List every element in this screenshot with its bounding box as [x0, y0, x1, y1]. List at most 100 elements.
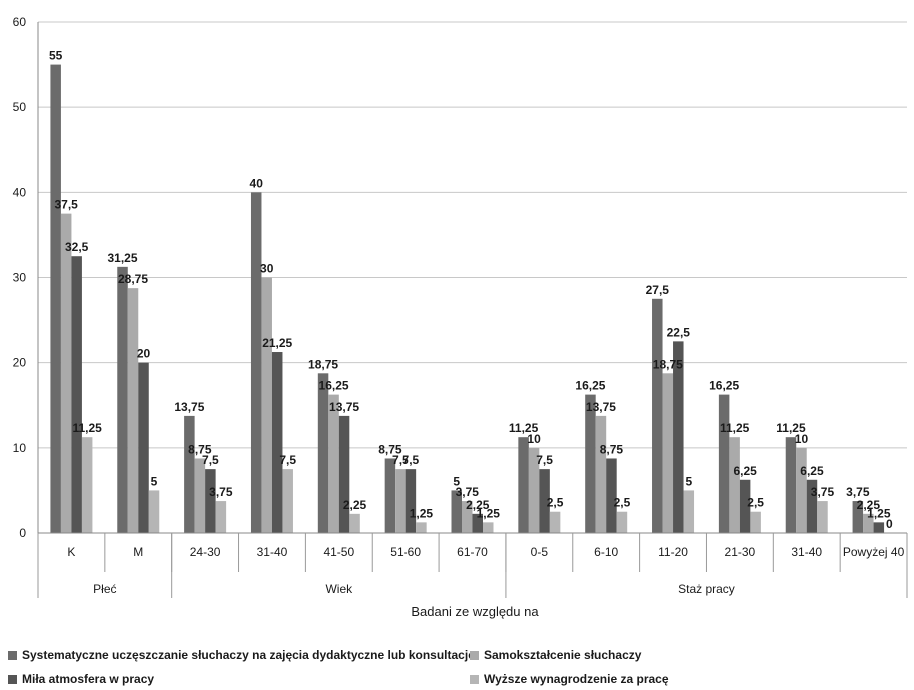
data-label: 2,25: [343, 498, 367, 512]
data-label: 1,25: [867, 506, 891, 520]
category-label: 31-40: [257, 545, 288, 559]
data-label: 27,5: [646, 283, 670, 297]
bar: [662, 373, 674, 533]
category-label: 24-30: [190, 545, 221, 559]
legend-label-1: Systematyczne uczęszczanie słuchaczy na …: [22, 648, 475, 662]
legend-label-2: Samokształcenie słuchaczy: [484, 648, 642, 662]
x-axis: K M 24-30 31-40 41-50 51-60 61-70 0-5 6-10 11-20 2…: [37, 22, 908, 598]
bar: [317, 373, 329, 533]
y-tick-label: 30: [13, 271, 27, 285]
legend-item-series-4: Wyższe wynagrodzenie za pracę: [470, 672, 669, 686]
bar: [138, 362, 149, 533]
bar: [518, 437, 529, 533]
data-label: 10: [795, 432, 809, 446]
bar: [616, 511, 628, 533]
category-label: 6-10: [594, 545, 618, 559]
y-tick-label: 60: [13, 15, 27, 29]
data-label: 3,75: [456, 485, 480, 499]
category-label: 21-30: [725, 545, 756, 559]
bar: [817, 501, 828, 533]
data-label: 11,25: [776, 421, 806, 435]
data-label: 11,25: [72, 421, 102, 435]
bar: [673, 341, 684, 533]
category-label: Powyżej 40: [843, 545, 905, 559]
y-axis-ticks: 0 10 20 30 40 50 60: [13, 15, 27, 540]
data-label: 5: [151, 474, 158, 488]
bar: [750, 511, 761, 533]
bar: [148, 490, 160, 533]
data-label: 2,5: [747, 496, 764, 510]
data-label: 2,25: [857, 498, 881, 512]
data-label: 13,75: [586, 400, 616, 414]
data-label: 21,25: [262, 336, 292, 350]
bar: [729, 437, 740, 533]
bar: [718, 394, 730, 533]
y-tick-label: 50: [13, 100, 27, 114]
data-label: 31,25: [108, 251, 138, 265]
category-label: 31-40: [791, 545, 822, 559]
category-label: 0-5: [531, 545, 549, 559]
data-label: 18,75: [308, 357, 338, 371]
bar: [539, 469, 550, 533]
data-label: 30: [260, 262, 274, 276]
bar: [873, 522, 885, 533]
bar: [60, 213, 72, 533]
data-label: 7,5: [202, 453, 219, 467]
bar: [405, 469, 417, 533]
bar: [852, 501, 864, 533]
bar: [194, 458, 206, 533]
legend-label-3: Miła atmosfera w pracy: [22, 672, 155, 686]
data-label: 20: [137, 347, 151, 361]
bar: [271, 352, 283, 533]
data-label: 6,25: [733, 464, 757, 478]
data-label: 37,5: [54, 198, 78, 212]
bar: [282, 469, 293, 533]
legend-swatch-4: [470, 674, 479, 684]
data-label: 11,25: [509, 421, 539, 435]
bar: [127, 288, 139, 533]
legend-item-series-1: Systematyczne uczęszczanie słuchaczy na …: [8, 648, 475, 662]
bar: [395, 469, 406, 533]
legend-label-4: Wyższe wynagrodzenie za pracę: [484, 672, 669, 686]
data-label: 5: [453, 474, 460, 488]
data-label: 10: [527, 432, 541, 446]
data-label: 5: [685, 474, 692, 488]
category-label: 61-70: [457, 545, 488, 559]
data-label: 18,75: [653, 357, 683, 371]
data-label: 8,75: [600, 442, 624, 456]
x-axis-title: Badani ze względu na: [411, 604, 539, 619]
data-label: 13,75: [329, 400, 359, 414]
data-label: 7,5: [279, 453, 296, 467]
category-label: 11-20: [658, 545, 688, 559]
bar: [528, 447, 540, 533]
bar: [205, 469, 216, 533]
data-label: 7,5: [403, 453, 420, 467]
bar: [683, 490, 695, 533]
data-label: 3,75: [811, 485, 835, 499]
bar: [549, 511, 561, 533]
legend-swatch-1: [8, 650, 17, 660]
bar: [261, 277, 272, 533]
group-label: Płeć: [93, 582, 116, 596]
bar: [384, 458, 396, 533]
data-label: 3,75: [846, 485, 870, 499]
group-label: Staż pracy: [678, 582, 735, 596]
bar: [451, 490, 462, 533]
data-label: 16,25: [319, 379, 349, 393]
category-label: M: [133, 545, 143, 559]
data-label: 1,25: [477, 506, 501, 520]
bar: [81, 437, 93, 533]
y-tick-label: 10: [13, 441, 27, 455]
data-label: 28,75: [118, 272, 148, 286]
bar: [71, 256, 82, 533]
y-tick-label: 40: [13, 185, 27, 199]
legend-item-series-3: Miła atmosfera w pracy: [8, 672, 154, 686]
legend-swatch-2: [470, 650, 479, 660]
bar: [117, 266, 128, 533]
data-label: 2,25: [466, 498, 490, 512]
category-label: 41-50: [323, 545, 354, 559]
bar: [595, 415, 607, 533]
bar: [483, 522, 494, 533]
bar: [462, 501, 473, 533]
